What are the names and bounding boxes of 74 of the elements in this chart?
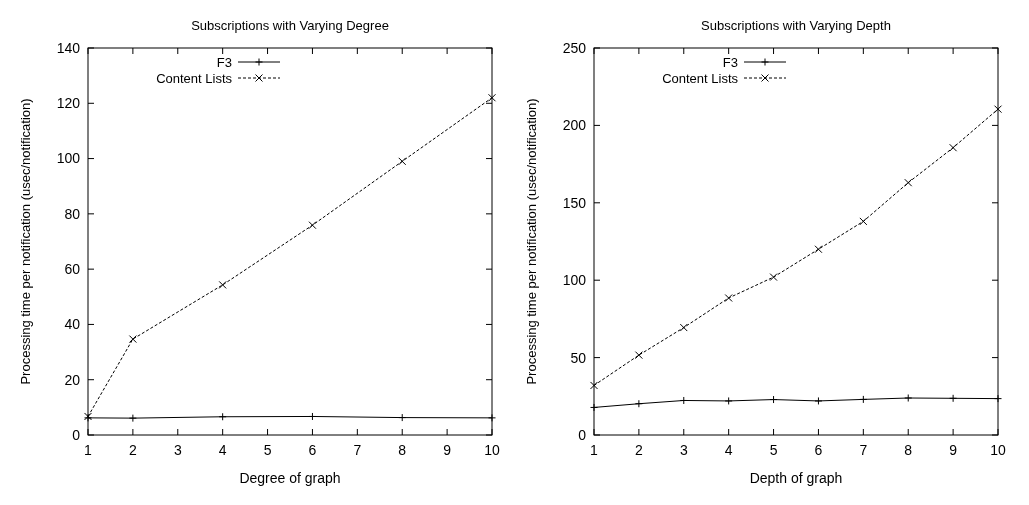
point	[679, 396, 688, 405]
x-tick-label: 10	[484, 442, 500, 458]
legend-label: Content Lists	[156, 70, 233, 86]
y-tick-label: 100	[562, 272, 587, 289]
point	[724, 294, 733, 302]
point	[590, 403, 598, 412]
x-tick-label: 10	[990, 442, 1006, 458]
x-tick-label: 3	[679, 442, 688, 458]
y-tick-label: 20	[64, 371, 81, 388]
x-tick-label: 9	[443, 442, 452, 458]
point	[488, 413, 496, 422]
x-tick-label: 4	[218, 442, 227, 458]
x-tick-label: 2	[128, 442, 137, 458]
x-tick-label: 7	[353, 442, 362, 458]
y-tick-label: 80	[64, 205, 81, 222]
x-tick-label: 9	[949, 442, 958, 458]
y-tick-label: 200	[562, 117, 587, 134]
legend-label: Content Lists	[662, 70, 739, 86]
point	[398, 413, 407, 422]
x-tick-label: 6	[814, 442, 823, 458]
y-tick-label: 60	[64, 261, 81, 278]
point	[814, 396, 823, 405]
point	[308, 412, 317, 421]
legend-label: F3	[216, 54, 232, 70]
y-tick-label: 150	[562, 194, 587, 211]
y-tick-label: 50	[570, 349, 587, 366]
point	[949, 394, 958, 403]
x-tick-label: 5	[769, 442, 778, 458]
x-tick-label: 1	[590, 442, 599, 458]
x-tick-label: 5	[263, 442, 272, 458]
y-tick-label: 120	[56, 95, 81, 112]
chart-title: Subscriptions with Varying Degree	[191, 18, 389, 33]
y-tick-label: 0	[72, 426, 81, 443]
point	[308, 221, 317, 230]
y-tick-label: 0	[578, 426, 587, 443]
legend-label: F3	[722, 54, 738, 70]
point	[128, 335, 137, 344]
point	[994, 394, 1002, 403]
point	[488, 93, 496, 102]
point	[218, 412, 227, 421]
point	[679, 323, 688, 332]
y-tick-label: 40	[64, 316, 81, 333]
point	[814, 245, 823, 254]
point	[724, 396, 733, 405]
point	[634, 351, 643, 360]
point	[904, 394, 913, 402]
point	[590, 381, 598, 390]
point	[769, 395, 778, 404]
chart-title: Subscriptions with Varying Depth	[701, 18, 891, 33]
x-axis-title: Degree of graph	[239, 470, 341, 486]
x-tick-label: 8	[398, 442, 407, 458]
x-tick-label: 4	[724, 442, 733, 458]
point	[859, 395, 868, 404]
x-tick-label: 7	[859, 442, 868, 458]
point	[398, 157, 407, 166]
y-tick-label: 250	[562, 39, 587, 56]
point	[949, 143, 958, 152]
x-tick-label: 1	[84, 442, 93, 458]
x-tick-label: 2	[634, 442, 643, 458]
point	[994, 105, 1002, 114]
y-axis-title: Processing time per notification (usec/notification)	[18, 98, 33, 385]
y-tick-label: 140	[56, 39, 81, 56]
point	[904, 178, 913, 187]
y-axis-title: Processing time per notification (usec/notification)	[524, 98, 539, 385]
x-tick-label: 6	[308, 442, 317, 458]
point	[128, 414, 137, 423]
point	[634, 399, 643, 408]
x-tick-label: 3	[173, 442, 182, 458]
point	[218, 280, 227, 289]
y-tick-label: 100	[56, 150, 81, 167]
point	[769, 273, 778, 282]
x-axis-title: Depth of graph	[749, 470, 843, 486]
x-tick-label: 8	[904, 442, 913, 458]
point	[859, 217, 868, 226]
